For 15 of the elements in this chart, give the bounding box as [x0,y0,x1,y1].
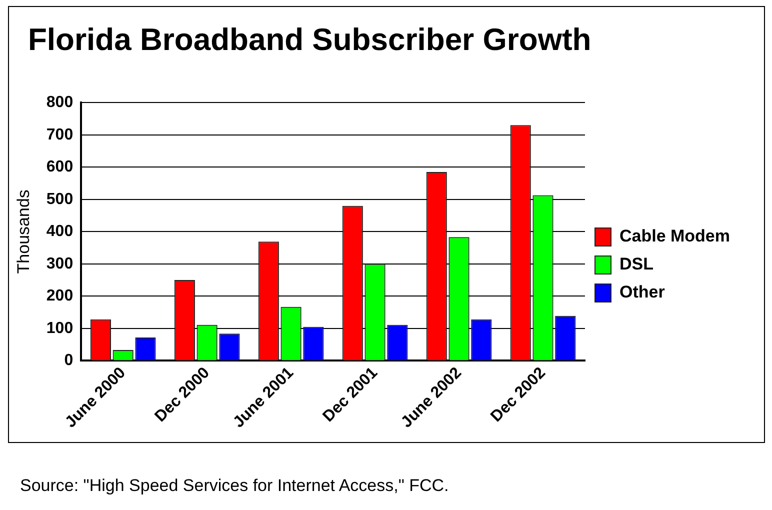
legend-label: DSL [619,254,654,274]
y-axis-title: Thousands [14,190,33,274]
legend-label: Other [619,282,666,302]
y-tick-label: 100 [46,320,74,337]
y-tick-label: 700 [46,126,74,144]
y-tick-label: 0 [64,352,74,370]
y-tick-label: 600 [46,158,74,176]
y-tick-label: 800 [46,94,74,112]
y-tick-label: 300 [46,255,74,272]
y-tick-label: 500 [46,190,74,208]
source-note: Source: "High Speed Services for Internet Access," FCC. [20,476,449,496]
y-tick-label: 400 [46,223,74,240]
legend-label: Cable Modem [619,226,730,246]
chart-title: Florida Broadband Subscriber Growth [28,22,592,58]
y-tick-label: 200 [46,288,74,305]
